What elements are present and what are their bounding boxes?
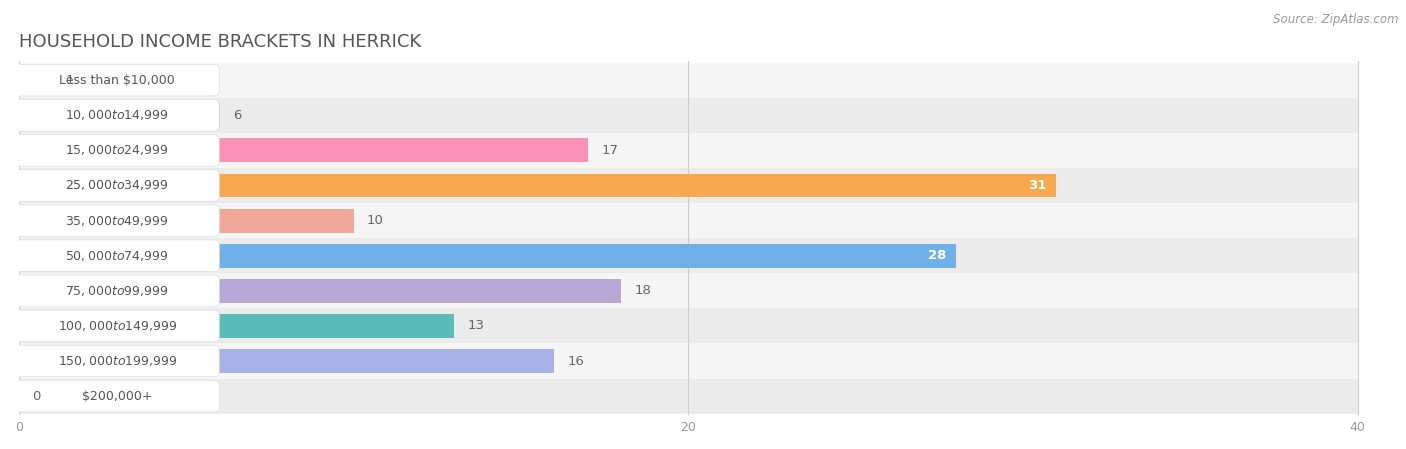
- Text: 13: 13: [467, 319, 485, 332]
- Bar: [20, 244, 956, 268]
- Bar: [20, 314, 454, 338]
- FancyBboxPatch shape: [15, 380, 219, 412]
- Text: 1: 1: [66, 74, 75, 87]
- FancyBboxPatch shape: [20, 203, 1358, 238]
- Text: 28: 28: [928, 249, 946, 262]
- FancyBboxPatch shape: [20, 308, 1358, 343]
- Text: 10: 10: [367, 214, 384, 227]
- Text: 17: 17: [602, 144, 619, 157]
- FancyBboxPatch shape: [20, 238, 1358, 273]
- Bar: [20, 103, 219, 127]
- Bar: [20, 384, 35, 408]
- Text: $35,000 to $49,999: $35,000 to $49,999: [66, 214, 169, 228]
- Text: $150,000 to $199,999: $150,000 to $199,999: [58, 354, 177, 368]
- FancyBboxPatch shape: [15, 135, 219, 166]
- Text: 16: 16: [568, 355, 585, 368]
- FancyBboxPatch shape: [20, 343, 1358, 379]
- Bar: [20, 174, 1056, 198]
- Text: HOUSEHOLD INCOME BRACKETS IN HERRICK: HOUSEHOLD INCOME BRACKETS IN HERRICK: [20, 33, 422, 51]
- Text: $10,000 to $14,999: $10,000 to $14,999: [66, 108, 169, 122]
- Text: $25,000 to $34,999: $25,000 to $34,999: [66, 179, 169, 193]
- Bar: [20, 138, 588, 162]
- Text: $200,000+: $200,000+: [82, 390, 152, 403]
- FancyBboxPatch shape: [20, 133, 1358, 168]
- FancyBboxPatch shape: [20, 379, 1358, 414]
- FancyBboxPatch shape: [20, 273, 1358, 308]
- FancyBboxPatch shape: [20, 62, 1358, 98]
- FancyBboxPatch shape: [15, 345, 219, 377]
- Text: 31: 31: [1028, 179, 1046, 192]
- Text: 18: 18: [634, 284, 651, 297]
- FancyBboxPatch shape: [15, 205, 219, 236]
- Bar: [20, 349, 554, 373]
- FancyBboxPatch shape: [15, 310, 219, 342]
- Text: 6: 6: [233, 109, 242, 122]
- Bar: [20, 68, 52, 92]
- FancyBboxPatch shape: [15, 64, 219, 96]
- Text: Less than $10,000: Less than $10,000: [59, 74, 176, 87]
- FancyBboxPatch shape: [20, 98, 1358, 133]
- Text: $15,000 to $24,999: $15,000 to $24,999: [66, 143, 169, 158]
- FancyBboxPatch shape: [15, 240, 219, 272]
- Text: $50,000 to $74,999: $50,000 to $74,999: [66, 249, 169, 263]
- FancyBboxPatch shape: [20, 168, 1358, 203]
- FancyBboxPatch shape: [15, 170, 219, 201]
- Text: 0: 0: [32, 390, 41, 403]
- Text: Source: ZipAtlas.com: Source: ZipAtlas.com: [1274, 13, 1399, 26]
- Bar: [20, 209, 354, 233]
- Text: $100,000 to $149,999: $100,000 to $149,999: [58, 319, 177, 333]
- Bar: [20, 279, 621, 303]
- Text: $75,000 to $99,999: $75,000 to $99,999: [66, 284, 169, 298]
- FancyBboxPatch shape: [15, 275, 219, 307]
- FancyBboxPatch shape: [15, 100, 219, 131]
